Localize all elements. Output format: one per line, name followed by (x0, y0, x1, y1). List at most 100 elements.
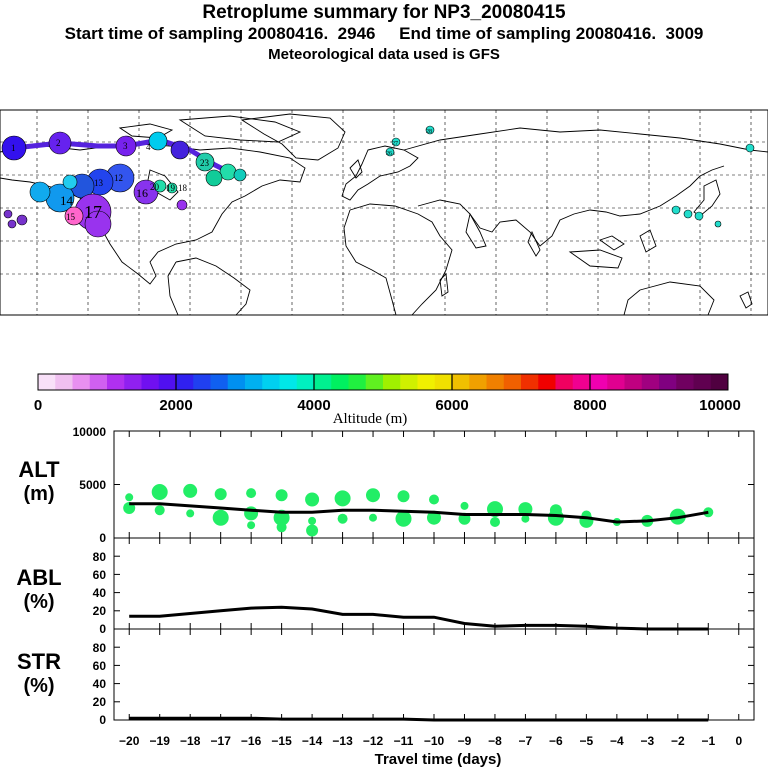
colorbar-cell (400, 374, 418, 390)
plume-marker (745, 143, 755, 153)
colorbar-cell (227, 374, 246, 390)
x-tick-labels: −20 −19 −18 −17 −16 −15 −14 −13 −12 −11 −10 −9 −8 −7−… (119, 734, 742, 748)
colorbar-cell (89, 374, 108, 390)
colorbar-cell (262, 374, 280, 390)
x-tick-label: −3 (640, 734, 654, 748)
plume-marker (391, 137, 401, 147)
alt-marker (305, 492, 320, 507)
alt-marker (276, 522, 287, 533)
altitude-colorbar: 0 2000 4000 6000 8000 10000 Altitude (m) (34, 373, 741, 427)
alt-marker (427, 510, 441, 525)
plume-marker (694, 211, 704, 221)
x-tick-label: 0 (735, 734, 742, 748)
plume-marker (133, 179, 159, 205)
alt-marker (429, 494, 439, 505)
alt-marker (334, 490, 351, 507)
x-tick-label: −9 (458, 734, 472, 748)
colorbar-cells (38, 374, 729, 390)
alt-marker (308, 516, 317, 525)
plume-marker (385, 147, 395, 157)
abl-ytick-labels: 80 60 40 20 0 (93, 550, 107, 636)
str-panel: STR (%) 80 60 40 20 0 (17, 628, 755, 727)
x-tick-label: −14 (302, 734, 323, 748)
alt-markers (123, 483, 714, 537)
plume-marker (153, 179, 167, 193)
plume-marker (1, 135, 27, 161)
colorbar-cell (434, 374, 453, 390)
colorbar-cell (469, 374, 487, 390)
alt-marker (366, 488, 380, 503)
str-ytick-label: 20 (93, 695, 107, 709)
alt-ytick-labels: 10000 5000 0 (73, 425, 107, 545)
plume-marker (84, 210, 112, 238)
alt-ticks (114, 430, 754, 539)
retroplume-trajectory: 1 2 3 4 12 13 14 15 17 16 20 19 18 23 26… (1, 125, 755, 238)
colorbar-cell (38, 374, 56, 390)
colorbar-cell (365, 374, 384, 390)
plume-marker (16, 214, 28, 226)
colorbar-cell (314, 374, 332, 390)
colorbar-cell (607, 374, 625, 390)
colorbar-cell (383, 374, 401, 390)
plume-label-17: 17 (84, 202, 102, 222)
colorbar-tick-label: 10000 (699, 397, 741, 414)
x-tick-label: −10 (424, 734, 445, 748)
plume-label-2: 2 (56, 138, 61, 148)
colorbar-cell (72, 374, 91, 390)
x-tick-label: −4 (610, 734, 624, 748)
plume-label-4: 4 (146, 142, 151, 152)
plume-label-28: 28 (426, 129, 432, 135)
plume-label-1: 1 (11, 143, 16, 153)
alt-marker (369, 513, 377, 522)
plume-label-27: 27 (392, 141, 398, 147)
plume-label-16: 16 (136, 186, 148, 200)
colorbar-cell (107, 374, 125, 390)
alt-ylabel-unit: (m) (23, 483, 54, 505)
x-tick-label: −18 (180, 734, 201, 748)
x-tick-label: −7 (519, 734, 533, 748)
alt-ytick-label: 10000 (73, 425, 107, 439)
colorbar-cell (693, 374, 712, 390)
colorbar-cell (245, 374, 263, 390)
plume-marker (7, 219, 17, 229)
alt-marker (397, 490, 410, 503)
colorbar-cell (486, 374, 505, 390)
alt-ylabel: ALT (18, 457, 60, 482)
colorbar-cell (279, 374, 298, 390)
colorbar-tick-labels: 0 2000 4000 6000 8000 10000 (34, 397, 741, 414)
plume-marker (64, 206, 84, 226)
colorbar-cell (417, 374, 436, 390)
colorbar-cell (124, 374, 142, 390)
alt-marker (275, 489, 288, 502)
str-ytick-label: 60 (93, 659, 107, 673)
alt-marker (212, 509, 229, 526)
colorbar-cell (555, 374, 574, 390)
plume-label-3: 3 (123, 141, 128, 151)
alt-marker (154, 505, 165, 516)
str-ytick-label: 0 (99, 713, 106, 727)
abl-ytick-label: 0 (99, 622, 106, 636)
plume-label-19: 19 (166, 183, 176, 193)
plume-marker (62, 174, 78, 190)
str-frame (113, 628, 755, 721)
abl-ylabel: ABL (16, 565, 61, 590)
colorbar-cell (538, 374, 556, 390)
plume-marker (3, 209, 13, 219)
x-axis-label: Travel time (days) (375, 751, 502, 768)
plume-marker (233, 168, 247, 182)
plume-label-20: 20 (150, 182, 160, 192)
alt-marker (247, 521, 256, 530)
figure-title: Retroplume summary for NP3_20080415 (202, 2, 566, 23)
alt-marker (490, 517, 500, 527)
colorbar-cell (158, 374, 177, 390)
colorbar-tick-label: 4000 (297, 397, 330, 414)
colorbar-cell (659, 374, 677, 390)
colorbar-cell (710, 374, 729, 390)
alt-marker (183, 483, 198, 498)
alt-marker (125, 493, 134, 502)
world-map: 1 2 3 4 12 13 14 15 17 16 20 19 18 23 26… (0, 109, 768, 316)
abl-panel: ABL (%) 80 60 40 20 0 (16, 537, 755, 636)
colorbar-cell (141, 374, 160, 390)
plume-marker (425, 125, 435, 135)
alt-marker (337, 513, 348, 524)
